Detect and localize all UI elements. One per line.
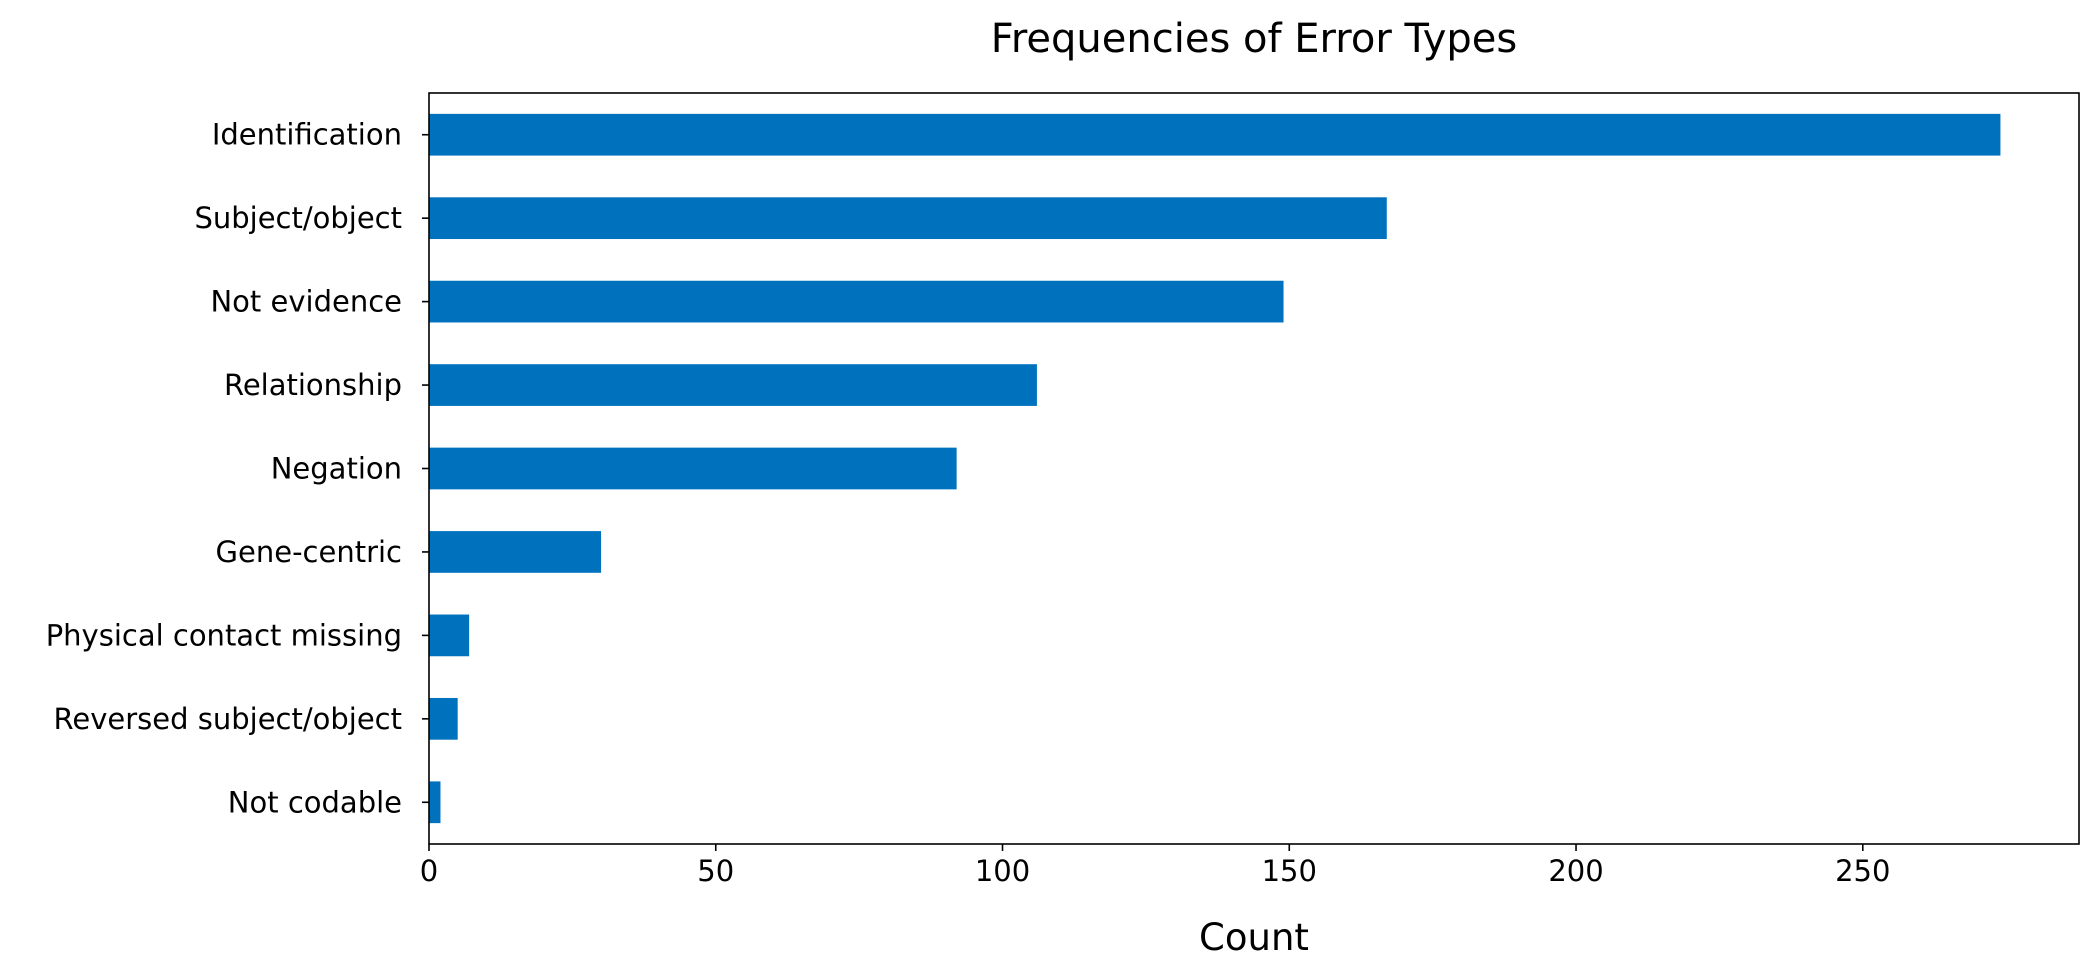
bar-not-evidence — [429, 280, 1284, 323]
bar-negation — [429, 447, 957, 490]
chart-title: Frequencies of Error Types — [991, 16, 1517, 62]
x-tick-label: 50 — [697, 854, 734, 888]
y-tick-label: Reversed subject/object — [54, 702, 402, 736]
y-tick-label: Gene-centric — [216, 535, 402, 569]
bar-relationship — [429, 364, 1037, 406]
bar-identification — [429, 113, 2001, 156]
y-tick-label: Identification — [212, 118, 402, 152]
bar-physical-contact-missing — [429, 614, 470, 657]
y-tick-label: Not evidence — [210, 285, 402, 319]
x-axis-label: Count — [1199, 916, 1309, 959]
x-axis: 0 50 100 150 200 250 — [420, 844, 1890, 888]
bar-subject-object — [429, 197, 1387, 240]
y-tick-label: Subject/object — [194, 201, 402, 235]
plot-frame — [428, 92, 2080, 845]
x-tick-label: 250 — [1835, 854, 1890, 888]
bar-not-codable — [429, 781, 441, 824]
y-axis: Identification Subject/object Not evidence… — [46, 118, 429, 819]
bars-group — [429, 113, 2001, 824]
y-tick-label: Physical contact missing — [46, 618, 402, 652]
y-tick-label: Negation — [271, 452, 402, 486]
y-tick-label: Not codable — [228, 785, 402, 819]
x-tick-label: 200 — [1548, 854, 1603, 888]
x-tick-label: 100 — [975, 854, 1030, 888]
x-tick-label: 0 — [420, 854, 438, 888]
x-tick-label: 150 — [1262, 854, 1317, 888]
y-tick-label: Relationship — [224, 368, 402, 402]
bar-reversed-subject-object — [429, 697, 458, 740]
bar-gene-centric — [429, 531, 602, 573]
